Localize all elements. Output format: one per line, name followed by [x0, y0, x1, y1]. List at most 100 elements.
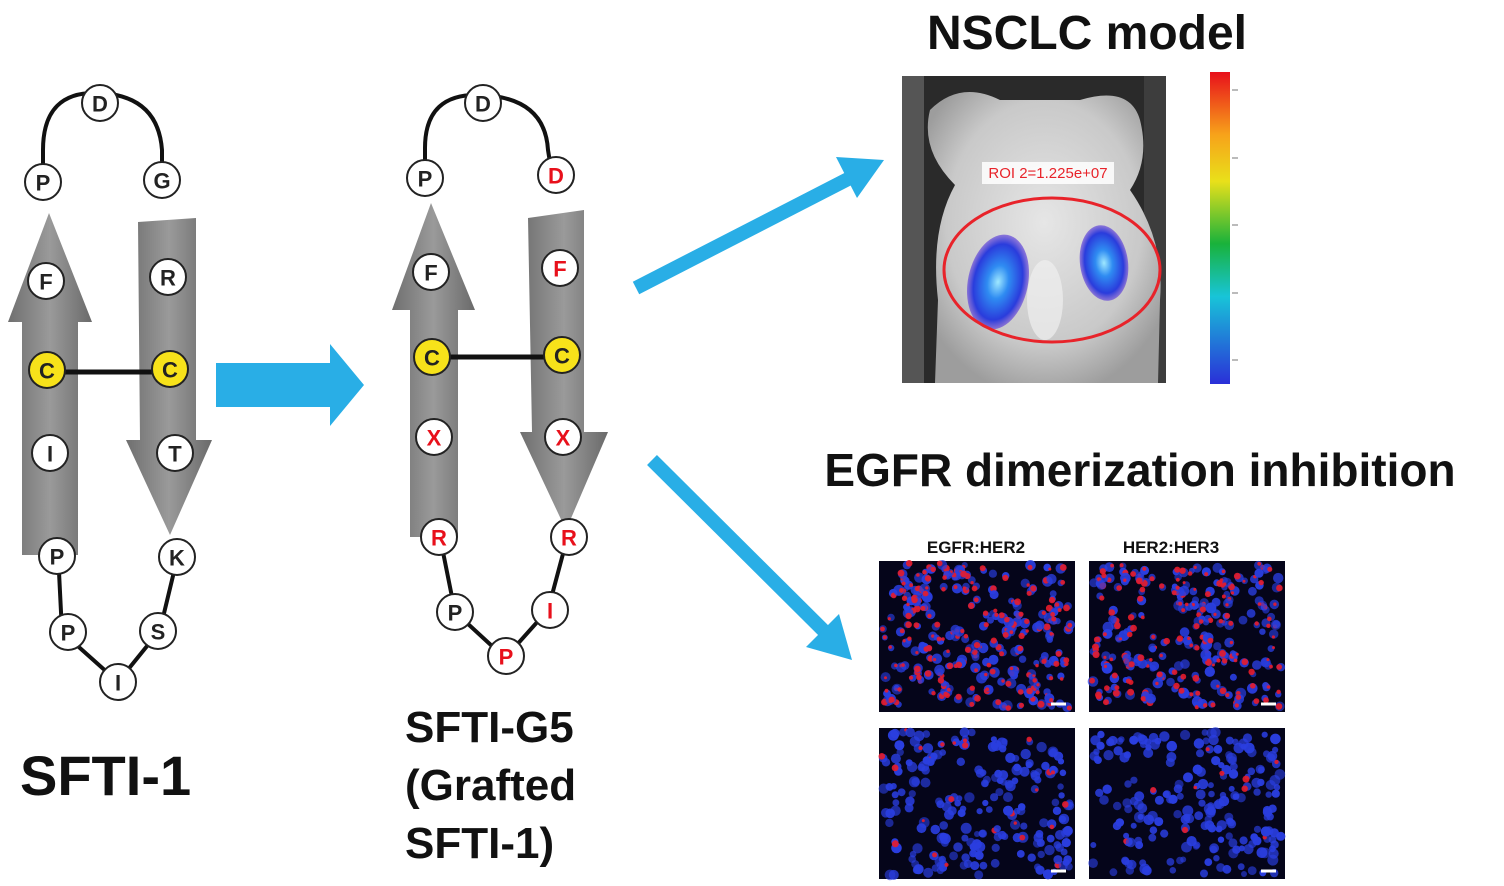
dimer-signal-dot: [990, 637, 997, 644]
sfti-g5-residue-letter-3: D: [548, 164, 564, 189]
nucleus-dot: [1041, 761, 1050, 771]
sfti-g5-label-line-3: SFTI-1): [405, 819, 554, 868]
dimer-signal-dot: [1224, 612, 1231, 619]
nucleus-dot: [976, 808, 983, 815]
dimer-signal-dot: [1049, 676, 1054, 681]
nucleus-dot: [1089, 578, 1099, 588]
dimer-signal-dot: [971, 585, 978, 592]
nucleus-dot: [1035, 620, 1045, 630]
sfti1-structure: D P G F R C C I T P K P S I SFTI-1: [8, 84, 212, 807]
dimer-signal-dot: [1242, 579, 1246, 583]
nucleus-dot: [1168, 794, 1178, 804]
nucleus-dot: [1057, 783, 1064, 790]
dimer-signal-dot: [1026, 687, 1033, 695]
dimer-signal-dot: [1149, 658, 1153, 662]
dimer-signal-dot: [1110, 563, 1114, 568]
dimer-signal-dot: [1095, 691, 1102, 699]
nucleus-dot: [988, 654, 999, 665]
nucleus-dot: [939, 821, 948, 830]
dimer-signal-dot: [967, 602, 975, 609]
dimer-signal-dot: [1155, 681, 1159, 686]
nucleus-dot: [967, 728, 976, 737]
dimer-signal-dot: [1041, 610, 1046, 616]
nucleus-dot: [1053, 855, 1063, 865]
nucleus-dot: [1176, 856, 1184, 865]
dimer-signal-dot: [1193, 623, 1200, 630]
nucleus-dot: [905, 727, 915, 738]
dimer-signal-dot: [1253, 698, 1260, 704]
dimer-signal-dot: [1187, 571, 1193, 576]
dimer-signal-dot: [969, 701, 975, 707]
nucleus-dot: [991, 843, 1000, 853]
dimer-signal-dot: [1203, 703, 1208, 708]
nucleus-dot: [1129, 735, 1139, 745]
nucleus-dot: [1259, 628, 1266, 635]
dimer-signal-dot: [960, 628, 965, 634]
nucleus-dot: [1231, 651, 1238, 658]
dimer-signal-dot: [1009, 630, 1014, 635]
nucleus-dot: [1109, 868, 1118, 877]
dimer-signal-dot: [1111, 672, 1118, 679]
nucleus-dot: [1210, 679, 1221, 690]
nucleus-dot: [890, 753, 901, 764]
dimer-signal-dot: [1248, 668, 1255, 676]
nucleus-dot: [1207, 824, 1217, 833]
egfr-col-label-1: EGFR:HER2: [927, 538, 1025, 557]
sfti1-residue-letter-9: T: [168, 442, 182, 467]
sfti1-residue-letter-10: P: [50, 545, 65, 570]
nucleus-dot: [1124, 780, 1132, 788]
nucleus-dot: [885, 818, 894, 828]
dimer-signal-dot: [922, 569, 927, 575]
sfti1-residue-letter-5: R: [160, 266, 176, 291]
dimer-signal-dot: [1119, 563, 1124, 568]
nucleus-dot: [1046, 834, 1055, 843]
nucleus-dot: [970, 861, 980, 871]
dimer-signal-dot: [1266, 623, 1271, 628]
sfti1-residue-12: P: [49, 613, 87, 651]
dimer-signal-dot: [897, 569, 905, 577]
dimer-signal-dot: [1055, 650, 1062, 657]
nucleus-dot: [1003, 792, 1013, 803]
nucleus-dot: [970, 662, 981, 673]
nucleus-dot: [1232, 845, 1241, 854]
dimer-signal-dot: [920, 605, 926, 611]
dimer-signal-dot: [1181, 608, 1186, 613]
dimer-signal-dot: [1102, 632, 1107, 637]
sfti-g5-residue-letter-13: I: [547, 599, 553, 624]
nucleus-dot: [1137, 803, 1148, 813]
nucleus-dot: [1013, 763, 1021, 772]
nucleus-dot: [881, 758, 891, 767]
dimer-signal-dot: [934, 621, 941, 628]
nucleus-dot: [1160, 829, 1169, 838]
dimer-signal-dot: [1163, 637, 1170, 645]
nucleus-dot: [1213, 642, 1222, 651]
nucleus-dot: [922, 756, 931, 765]
nucleus-dot: [1108, 615, 1117, 624]
dimer-signal-dot: [880, 626, 885, 632]
dimer-signal-dot: [1114, 685, 1120, 691]
nucleus-dot: [957, 809, 966, 818]
nucleus-dot: [1182, 635, 1193, 646]
nucleus-dot: [1044, 844, 1055, 856]
sfti1-residue-letter-11: K: [169, 546, 185, 571]
nucleus-dot: [896, 748, 904, 756]
nucleus-dot: [1200, 869, 1208, 878]
nucleus-dot: [922, 730, 931, 738]
dimer-signal-dot: [937, 677, 945, 684]
dimer-signal-dot: [1099, 568, 1106, 575]
dimer-signal-dot: [1013, 821, 1017, 825]
sfti-g5-residue-letter-8: X: [427, 426, 442, 451]
nucleus-dot: [1044, 693, 1055, 704]
nucleus-dot: [949, 851, 958, 861]
nucleus-dot: [1223, 598, 1233, 609]
nucleus-dot: [1201, 567, 1211, 577]
nucleus-dot: [1120, 572, 1131, 584]
nucleus-dot: [1213, 800, 1223, 810]
sfti-g5-residue-letter-5: F: [553, 257, 566, 282]
nucleus-dot: [1260, 826, 1271, 837]
dimer-signal-dot: [918, 745, 923, 751]
nucleus-dot: [1113, 801, 1122, 811]
micro-egfr-her2-control: [879, 560, 1076, 712]
dimer-signal-dot: [1001, 679, 1005, 683]
